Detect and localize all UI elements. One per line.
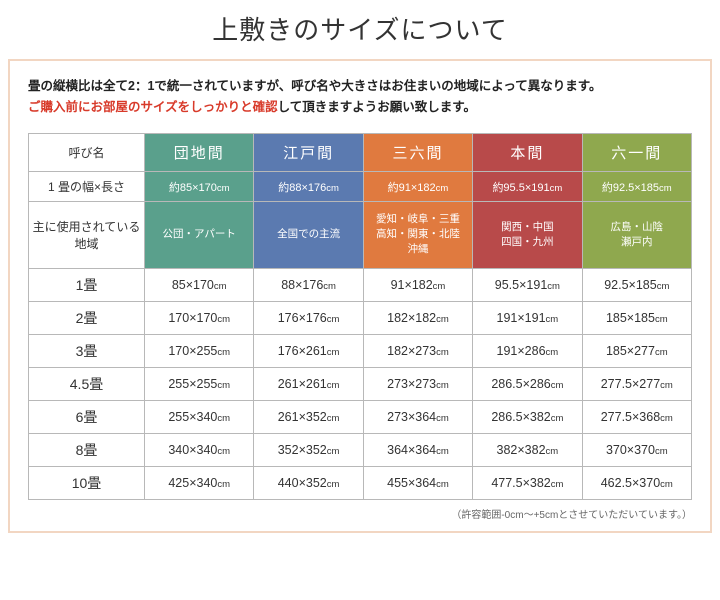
data-cell-0-4: 92.5×185cm [582,268,691,301]
data-cell-1-2: 182×182cm [363,301,472,334]
data-cell-6-1: 440×352cm [254,466,363,499]
column-basesize-3: 約95.5×191cm [473,172,582,202]
column-header-4: 六一間 [582,134,691,172]
column-header-3: 本間 [473,134,582,172]
intro-black-text: して頂きますようお願い致します。 [278,100,476,114]
data-cell-5-2: 364×364cm [363,433,472,466]
data-cell-2-3: 191×286cm [473,334,582,367]
column-basesize-1: 約88×176cm [254,172,363,202]
column-region-1: 全国での主流 [254,202,363,269]
row-label-name: 呼び名 [29,134,145,172]
data-cell-5-1: 352×352cm [254,433,363,466]
data-cell-6-2: 455×364cm [363,466,472,499]
intro-line-1: 畳の縦横比は全て2：1で統一されていますが、呼び名や大きさはお住まいの地域によっ… [28,75,692,94]
row-label-region: 主に使用されている地域 [29,202,145,269]
data-cell-3-1: 261×261cm [254,367,363,400]
data-cell-6-0: 425×340cm [145,466,254,499]
column-header-0: 団地間 [145,134,254,172]
content-frame: 畳の縦横比は全て2：1で統一されていますが、呼び名や大きさはお住まいの地域によっ… [8,59,712,533]
column-header-2: 三六間 [363,134,472,172]
data-cell-1-1: 176×176cm [254,301,363,334]
data-cell-2-0: 170×255cm [145,334,254,367]
data-cell-6-4: 462.5×370cm [582,466,691,499]
data-row-label-1: 2畳 [29,301,145,334]
data-row-label-2: 3畳 [29,334,145,367]
tatami-size-table: 呼び名団地間江戸間三六間本間六一間 1 畳の幅×長さ約85×170cm約88×17… [28,133,692,500]
data-cell-5-4: 370×370cm [582,433,691,466]
data-row-label-4: 6畳 [29,400,145,433]
data-cell-4-0: 255×340cm [145,400,254,433]
column-region-3: 関西・中国四国・九州 [473,202,582,269]
data-cell-0-2: 91×182cm [363,268,472,301]
data-cell-3-4: 277.5×277cm [582,367,691,400]
column-region-2: 愛知・岐阜・三重高知・関東・北陸沖縄 [363,202,472,269]
data-cell-3-2: 273×273cm [363,367,472,400]
data-cell-5-3: 382×382cm [473,433,582,466]
data-row-label-0: 1畳 [29,268,145,301]
data-row-label-3: 4.5畳 [29,367,145,400]
page-title: 上敷きのサイズについて [0,0,720,59]
data-cell-3-0: 255×255cm [145,367,254,400]
data-cell-1-4: 185×185cm [582,301,691,334]
column-basesize-4: 約92.5×185cm [582,172,691,202]
column-region-4: 広島・山陰瀬戸内 [582,202,691,269]
column-basesize-0: 約85×170cm [145,172,254,202]
data-cell-4-2: 273×364cm [363,400,472,433]
column-header-1: 江戸間 [254,134,363,172]
data-cell-0-3: 95.5×191cm [473,268,582,301]
data-cell-2-2: 182×273cm [363,334,472,367]
data-cell-2-1: 176×261cm [254,334,363,367]
data-cell-5-0: 340×340cm [145,433,254,466]
data-cell-4-1: 261×352cm [254,400,363,433]
data-cell-6-3: 477.5×382cm [473,466,582,499]
column-region-0: 公団・アパート [145,202,254,269]
data-row-label-5: 8畳 [29,433,145,466]
footnote: （許容範囲-0cm～+5cmとさせていただいています。） [28,506,692,521]
data-cell-4-3: 286.5×382cm [473,400,582,433]
data-cell-1-0: 170×170cm [145,301,254,334]
intro-line-2: ご購入前にお部屋のサイズをしっかりと確認して頂きますようお願い致します。 [28,96,692,115]
column-basesize-2: 約91×182cm [363,172,472,202]
data-cell-0-1: 88×176cm [254,268,363,301]
data-row-label-6: 10畳 [29,466,145,499]
data-cell-3-3: 286.5×286cm [473,367,582,400]
intro-red-text: ご購入前にお部屋のサイズをしっかりと確認 [28,100,278,114]
data-cell-4-4: 277.5×368cm [582,400,691,433]
data-cell-0-0: 85×170cm [145,268,254,301]
row-label-size: 1 畳の幅×長さ [29,172,145,202]
data-cell-2-4: 185×277cm [582,334,691,367]
data-cell-1-3: 191×191cm [473,301,582,334]
